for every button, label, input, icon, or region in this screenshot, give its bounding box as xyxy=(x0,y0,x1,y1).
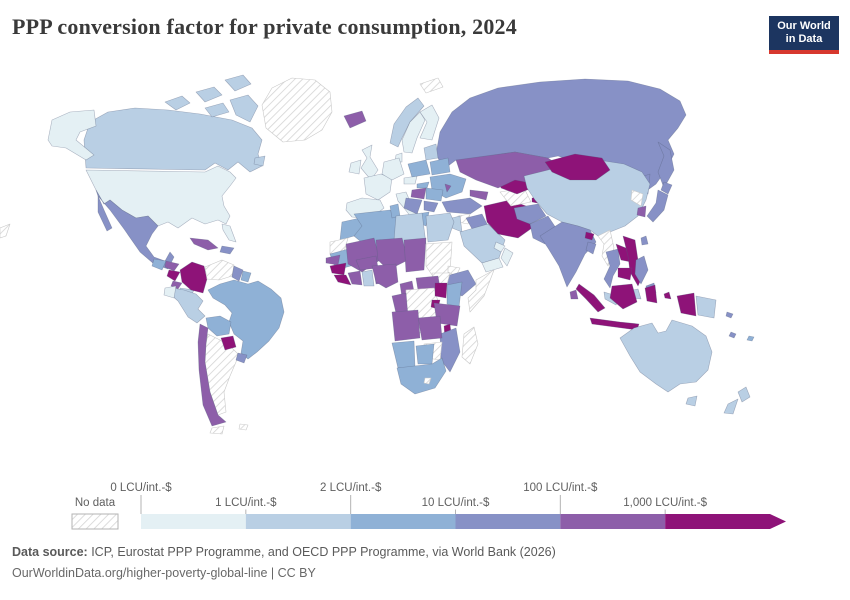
country-indonesia-java[interactable] xyxy=(590,318,639,330)
legend-tick-label: 0 LCU/int.-$ xyxy=(110,482,172,494)
country-bangladesh[interactable] xyxy=(586,242,596,254)
legend-bin-2[interactable] xyxy=(351,514,456,529)
country-senegal[interactable] xyxy=(326,255,340,265)
country-suriname[interactable] xyxy=(241,271,251,282)
legend-arrow xyxy=(770,514,786,529)
country-sierra-leone-liberia[interactable] xyxy=(334,275,351,285)
country-greenland[interactable] xyxy=(262,78,332,142)
country-indonesia-sulawesi[interactable] xyxy=(645,285,657,303)
country-united-states-florida[interactable] xyxy=(222,224,236,242)
legend-no-data-label: No data xyxy=(75,497,116,509)
country-turkey[interactable] xyxy=(442,198,482,214)
country-belarus[interactable] xyxy=(430,158,450,175)
map-legend: 0 LCU/int.-$ 1 LCU/int.-$ 2 LCU/int.-$ 10 L… xyxy=(72,482,786,529)
country-poland[interactable] xyxy=(408,160,430,177)
country-taiwan[interactable] xyxy=(641,236,648,245)
country-caucasus[interactable] xyxy=(470,190,488,200)
country-namibia[interactable] xyxy=(392,341,415,368)
data-source-text: ICP, Eurostat PPP Programme, and OECD PP… xyxy=(88,545,556,559)
country-uganda[interactable] xyxy=(435,283,447,298)
country-canada-arctic-3[interactable] xyxy=(225,75,251,91)
country-madagascar[interactable] xyxy=(462,327,478,364)
country-angola[interactable] xyxy=(392,310,420,341)
legend-tick-label: 10 LCU/int.-$ xyxy=(422,497,490,509)
country-romania[interactable] xyxy=(426,188,443,201)
legend-tick-label: 100 LCU/int.-$ xyxy=(523,482,598,494)
country-indonesia-west-papua[interactable] xyxy=(677,293,696,316)
country-venezuela[interactable] xyxy=(205,260,234,280)
country-oman[interactable] xyxy=(501,248,513,266)
country-united-states[interactable] xyxy=(86,166,236,228)
country-iceland[interactable] xyxy=(344,111,366,128)
country-japan[interactable] xyxy=(647,190,668,222)
country-indonesia-sumatra[interactable] xyxy=(576,284,605,312)
country-new-zealand-north[interactable] xyxy=(738,387,750,402)
country-south-korea[interactable] xyxy=(637,206,646,217)
country-indonesia-kalimantan[interactable] xyxy=(610,284,637,309)
country-uruguay[interactable] xyxy=(236,353,247,363)
country-zambia[interactable] xyxy=(418,316,442,340)
country-baltics[interactable] xyxy=(424,144,438,160)
country-nicaragua[interactable] xyxy=(167,270,180,281)
country-egypt[interactable] xyxy=(426,213,454,242)
country-bolivia[interactable] xyxy=(206,316,231,336)
legend-tick-label: 1 LCU/int.-$ xyxy=(215,497,277,509)
country-chad[interactable] xyxy=(404,238,426,272)
country-ireland[interactable] xyxy=(349,160,361,174)
country-hungary[interactable] xyxy=(411,188,426,199)
country-solomon-islands[interactable] xyxy=(726,312,733,318)
country-bulgaria[interactable] xyxy=(424,201,438,212)
chart-footer: Data source: ICP, Eurostat PPP Programme… xyxy=(12,542,556,585)
owid-choropleth-chart: PPP conversion factor for private consum… xyxy=(0,0,850,600)
country-indonesia-maluku[interactable] xyxy=(664,292,671,299)
country-united-kingdom[interactable] xyxy=(361,145,378,180)
country-ecuador[interactable] xyxy=(164,286,176,298)
license-link[interactable]: OurWorldinData.org/higher-poverty-global… xyxy=(12,563,556,584)
country-france[interactable] xyxy=(364,174,392,200)
legend-bin-0[interactable] xyxy=(141,514,246,529)
country-ghana[interactable] xyxy=(362,270,374,286)
country-sri-lanka[interactable] xyxy=(570,290,578,299)
country-canada-baffin[interactable] xyxy=(230,95,258,122)
country-canada-arctic-1[interactable] xyxy=(165,96,190,110)
legend-bin-3[interactable] xyxy=(456,514,561,529)
country-guinea[interactable] xyxy=(330,263,346,275)
country-slovakia[interactable] xyxy=(417,182,429,188)
country-czechia[interactable] xyxy=(404,176,417,184)
country-cambodia[interactable] xyxy=(618,268,632,280)
legend-no-data-swatch[interactable] xyxy=(72,514,118,529)
legend-bin-1[interactable] xyxy=(246,514,351,529)
country-new-zealand-south[interactable] xyxy=(724,399,738,414)
world-map: 0 LCU/int.-$ 1 LCU/int.-$ 2 LCU/int.-$ 10 L… xyxy=(0,0,850,600)
country-kenya[interactable] xyxy=(447,282,462,307)
country-papua-new-guinea[interactable] xyxy=(696,296,716,318)
legend-tick-label: 2 LCU/int.-$ xyxy=(320,482,382,494)
country-cuba[interactable] xyxy=(190,238,218,250)
country-india[interactable] xyxy=(540,222,596,287)
map-countries xyxy=(0,75,754,434)
legend-bin-4[interactable] xyxy=(560,514,665,529)
country-guatemala[interactable] xyxy=(152,259,166,270)
country-honduras[interactable] xyxy=(165,261,179,271)
country-nigeria[interactable] xyxy=(372,264,398,288)
country-fiji[interactable] xyxy=(747,336,754,341)
legend-tick-label: 1,000 LCU/int.-$ xyxy=(623,497,707,509)
country-hispaniola[interactable] xyxy=(220,246,234,254)
country-canada-arctic-2[interactable] xyxy=(196,87,222,102)
data-source-label: Data source: xyxy=(12,545,88,559)
country-falkland-islands[interactable] xyxy=(239,424,248,430)
country-tasmania[interactable] xyxy=(686,396,697,406)
pacific-island-sliver[interactable] xyxy=(0,224,10,238)
country-botswana[interactable] xyxy=(416,344,434,364)
country-canada-arctic-4[interactable] xyxy=(205,103,229,117)
country-svalbard[interactable] xyxy=(420,78,443,93)
legend-bin-5[interactable] xyxy=(665,514,770,529)
data-source-line: Data source: ICP, Eurostat PPP Programme… xyxy=(12,542,556,563)
country-tierra-del-fuego[interactable] xyxy=(210,426,224,434)
country-canada[interactable] xyxy=(84,108,262,172)
country-peru[interactable] xyxy=(170,288,205,323)
country-australia[interactable] xyxy=(620,320,712,392)
country-sudan[interactable] xyxy=(426,242,452,278)
country-vanuatu[interactable] xyxy=(729,332,736,338)
